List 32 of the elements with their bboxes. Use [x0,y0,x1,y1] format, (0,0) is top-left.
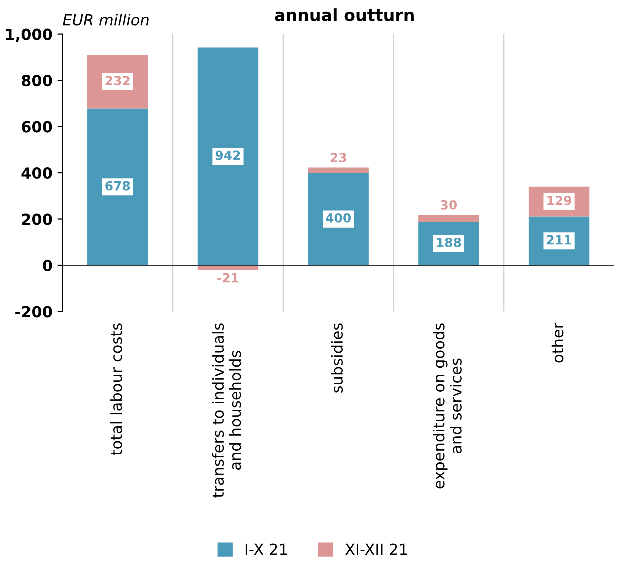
y-tick-label: 1,000 [6,28,52,42]
data-label: -21 [218,273,239,283]
data-label: 211 [547,235,572,245]
y-tick-label: -200 [16,306,52,318]
bar [88,108,148,266]
chart-title: annual outturn [275,8,414,22]
bar [198,48,259,266]
data-label: 678 [106,181,130,191]
data-label: 232 [106,76,130,86]
x-tick-label: expenditure on goods and services [432,324,462,489]
bar [308,173,369,266]
y-tick-label: 0 [43,260,52,272]
data-label: 129 [548,196,572,206]
x-tick-label: total labour costs [110,324,122,456]
data-label: 188 [437,238,462,248]
x-tick-label: subsidies [331,324,344,393]
x-tick-label: transfers to individuals and households [212,324,242,498]
bar [198,266,259,270]
data-label: 942 [216,150,240,160]
y-tick-label: 400 [22,167,52,180]
legend-label: XI-XII 21 [345,544,408,556]
x-tick-label: other [552,322,564,363]
data-label: 23 [330,153,346,163]
y-tick-label: 800 [22,75,52,87]
bar [418,215,480,222]
data-label: 30 [441,200,458,210]
bar [308,168,369,174]
y-tick-label: 200 [22,214,52,226]
y-axis-title: EUR million [63,14,149,26]
y-tick-label: 600 [22,121,52,133]
data-label: 400 [326,213,352,223]
legend-label: I-X 21 [246,544,288,556]
